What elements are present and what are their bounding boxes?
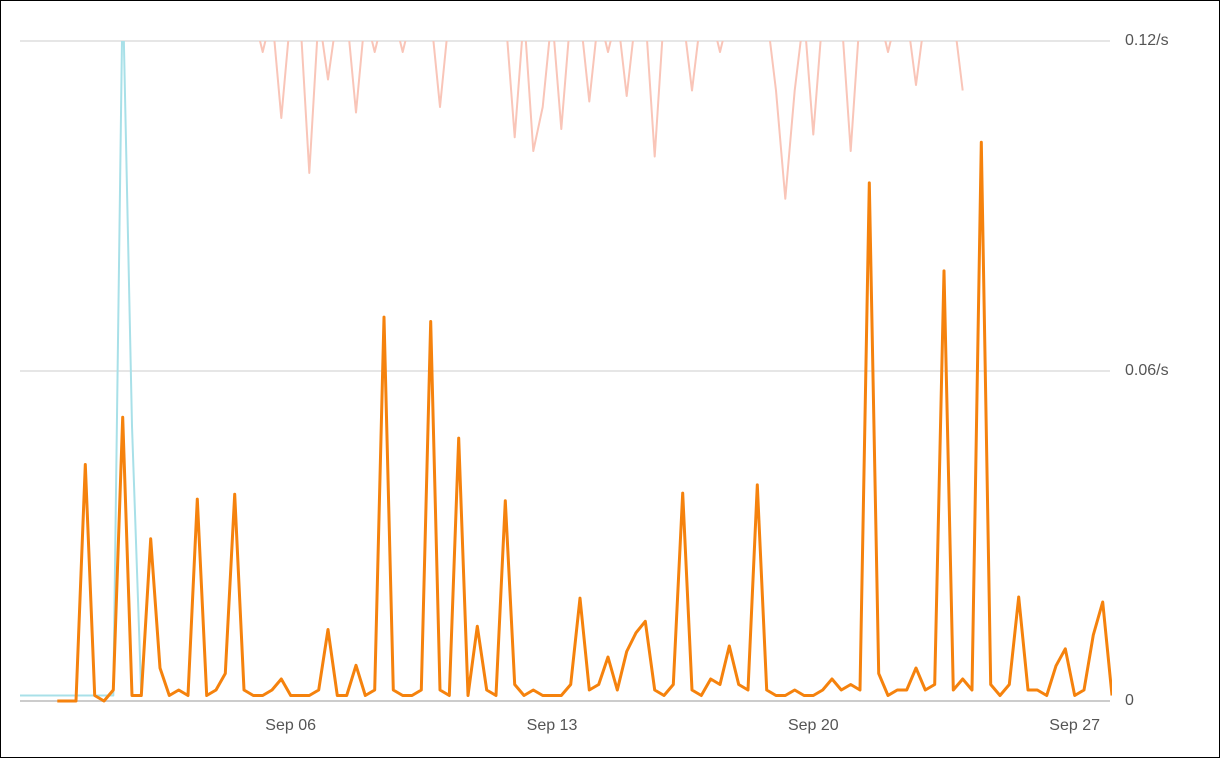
- series-line: [20, 41, 143, 697]
- x-tick-label: Sep 13: [527, 717, 578, 734]
- x-tick-label: Sep 27: [1049, 717, 1100, 734]
- series-line: [57, 140, 1112, 703]
- x-tick-label: Sep 06: [265, 717, 316, 734]
- y-tick-label: 0.12/s: [1125, 32, 1169, 49]
- x-tick-label: Sep 20: [788, 717, 839, 734]
- y-tick-label: 0.06/s: [1125, 362, 1169, 379]
- y-tick-label: 0: [1125, 692, 1134, 709]
